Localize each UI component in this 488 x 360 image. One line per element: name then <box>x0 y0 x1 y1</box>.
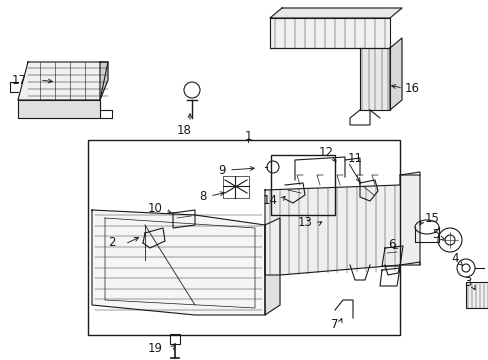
Polygon shape <box>269 8 401 18</box>
Text: 1: 1 <box>244 130 251 143</box>
Text: 14: 14 <box>263 194 278 207</box>
Polygon shape <box>269 18 389 48</box>
Bar <box>223 176 248 198</box>
Text: 9: 9 <box>218 163 225 176</box>
Text: 6: 6 <box>387 238 395 251</box>
Polygon shape <box>18 62 108 100</box>
Text: 12: 12 <box>318 147 333 159</box>
Polygon shape <box>92 210 264 315</box>
Polygon shape <box>18 100 100 118</box>
Polygon shape <box>100 62 108 100</box>
Bar <box>270 155 334 215</box>
Text: 10: 10 <box>147 202 162 215</box>
Text: 11: 11 <box>347 152 362 165</box>
Bar <box>465 282 488 308</box>
Polygon shape <box>389 38 401 110</box>
Polygon shape <box>264 218 280 315</box>
Text: 17: 17 <box>12 73 27 86</box>
Polygon shape <box>264 175 419 275</box>
Text: 4: 4 <box>450 252 458 266</box>
Text: 18: 18 <box>176 123 191 136</box>
Text: 5: 5 <box>431 228 439 240</box>
Bar <box>170 334 180 344</box>
Text: 3: 3 <box>464 275 471 288</box>
Text: 7: 7 <box>330 319 338 332</box>
Text: 2: 2 <box>108 235 116 248</box>
Text: 19: 19 <box>148 342 163 355</box>
Polygon shape <box>359 48 389 110</box>
Text: 13: 13 <box>297 216 312 229</box>
Text: 15: 15 <box>424 211 439 225</box>
Bar <box>88 140 399 335</box>
Text: 8: 8 <box>199 189 206 202</box>
Text: 16: 16 <box>404 81 419 94</box>
